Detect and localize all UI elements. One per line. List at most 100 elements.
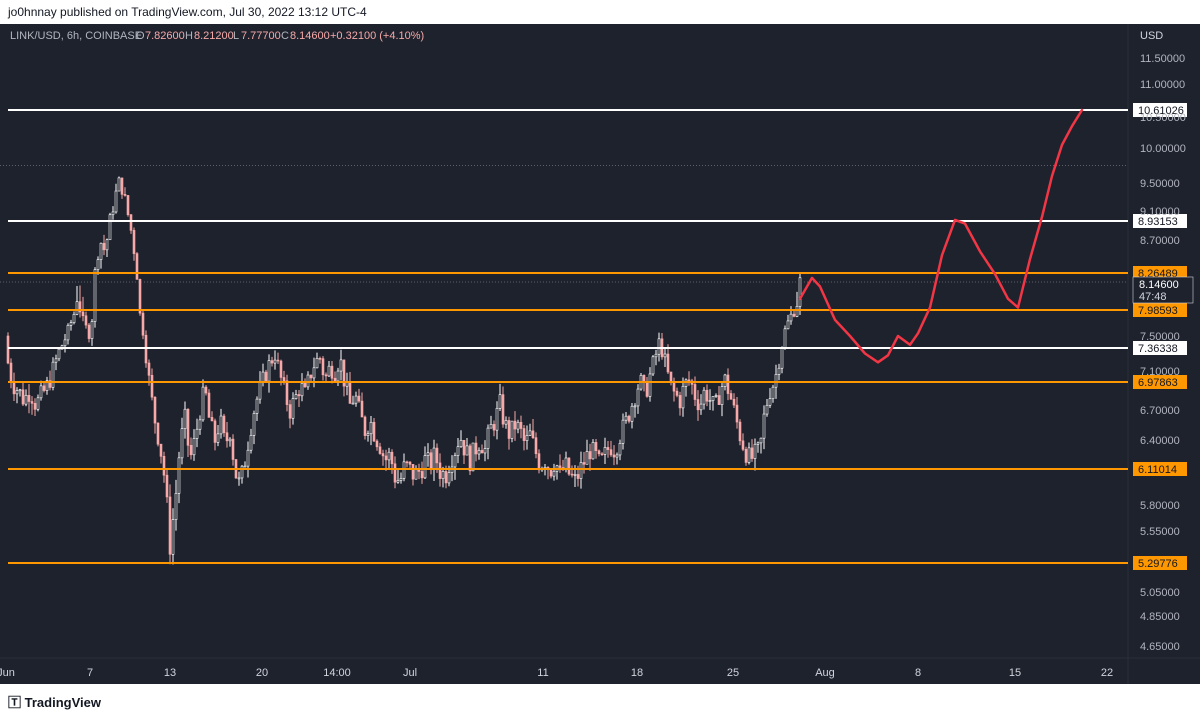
candle-body: [225, 432, 229, 442]
candle-body: [612, 454, 616, 458]
candle-body: [324, 374, 328, 377]
candle-body: [219, 415, 223, 435]
publisher-text: jo0hnnay published on TradingView.com, J…: [8, 5, 367, 19]
x-tick-label: 14:00: [323, 667, 351, 679]
candle-body: [621, 419, 625, 444]
candle-body: [114, 190, 118, 213]
candle-body: [213, 420, 217, 443]
candle-body: [576, 474, 580, 479]
candle-body: [321, 358, 325, 376]
candle-body: [252, 413, 256, 436]
candle-body: [681, 385, 685, 409]
chart-panel[interactable]: 10.61026 8.93153 8.26489 7.98593 7.36338 6.97…: [0, 24, 1200, 684]
candle-body: [78, 301, 82, 313]
candle-body: [792, 313, 796, 317]
candle-body: [102, 242, 106, 251]
candle-body: [462, 439, 466, 456]
candle-body: [483, 448, 487, 454]
candle-body: [783, 328, 787, 349]
level-price-tag: [1133, 214, 1187, 228]
candle-body: [474, 442, 478, 455]
candle-body: [276, 359, 280, 362]
candle-body: [654, 353, 658, 358]
level-price-tag: [1133, 556, 1187, 570]
candle-body: [771, 386, 775, 400]
candle-body: [759, 437, 763, 444]
candle-body: [456, 446, 460, 456]
candle-body: [705, 389, 709, 402]
candle-body: [408, 461, 412, 465]
x-axis-ticks: Jun 7 13 20 14:00 Jul 11 18 25 Aug 8 15 22: [0, 667, 1113, 679]
y-tick-label: 4.65000: [1140, 641, 1180, 653]
candle-body: [303, 382, 307, 388]
candle-body: [204, 386, 208, 394]
x-tick-label: 18: [631, 667, 643, 679]
candle-body: [84, 315, 88, 326]
projection-path[interactable]: [798, 108, 1084, 364]
candle-body: [798, 277, 802, 307]
candle-body: [384, 455, 388, 461]
candle-body: [237, 477, 241, 480]
candle-body: [375, 440, 379, 448]
candle-body: [486, 427, 490, 449]
legend-open: 7.82600: [145, 30, 185, 42]
candle-body: [786, 320, 790, 330]
candle-body: [123, 194, 127, 196]
candle-body: [171, 519, 175, 555]
candle-body: [183, 408, 187, 429]
candle-body: [753, 443, 757, 459]
candle-body: [585, 451, 589, 465]
candle-body: [267, 360, 271, 382]
x-tick-label: Jun: [0, 667, 15, 679]
candle-body: [579, 462, 583, 479]
candle-body: [189, 445, 193, 456]
candle-body: [627, 415, 631, 422]
level-price-tag: [1133, 462, 1187, 476]
candle-body: [420, 471, 424, 479]
candle-body: [714, 395, 718, 397]
candle-body: [600, 453, 604, 456]
current-price-tag: 8.14600 47:48: [1132, 276, 1194, 304]
y-tick-label: 6.70000: [1140, 405, 1180, 417]
x-tick-label: 7: [87, 667, 93, 679]
x-tick-label: 25: [727, 667, 739, 679]
price-chart[interactable]: 10.610268.931538.264897.985937.363386.97…: [0, 24, 1200, 684]
candle-body: [777, 367, 781, 375]
candle-body: [144, 334, 148, 364]
candle-body: [354, 395, 358, 404]
y-tick-label: 10.00000: [1140, 143, 1186, 155]
candle-body: [393, 463, 397, 483]
candle-body: [318, 358, 322, 360]
candle-body: [159, 443, 163, 457]
candle-body: [756, 442, 760, 445]
candle-body: [24, 394, 28, 405]
level-price-label: 6.11014: [1138, 464, 1177, 476]
candle-body: [330, 365, 334, 379]
candle-body: [81, 311, 85, 317]
candle-body: [315, 358, 319, 369]
candle-body: [48, 380, 52, 388]
candle-body: [738, 421, 742, 442]
candle-body: [129, 214, 133, 231]
candle-body: [780, 347, 784, 369]
candle-body: [228, 438, 232, 442]
candle-body: [699, 403, 703, 411]
candle-body: [300, 382, 304, 397]
candle-body: [522, 428, 526, 441]
candle-body: [57, 348, 61, 360]
projection-group: [798, 108, 1084, 364]
candle-body: [132, 230, 136, 254]
candle-body: [696, 399, 700, 411]
candle-body: [285, 380, 289, 405]
publisher-header: jo0hnnay published on TradingView.com, J…: [0, 0, 1200, 24]
candle-body: [468, 445, 472, 472]
candle-body: [222, 415, 226, 434]
candle-body: [165, 474, 169, 498]
plot-area[interactable]: [0, 24, 1128, 684]
candle-body: [411, 464, 415, 480]
candle-body: [726, 374, 730, 394]
candle-body: [396, 480, 400, 483]
candle-body: [594, 442, 598, 452]
countdown: 47:48: [1139, 291, 1167, 303]
candle-body: [399, 478, 403, 481]
